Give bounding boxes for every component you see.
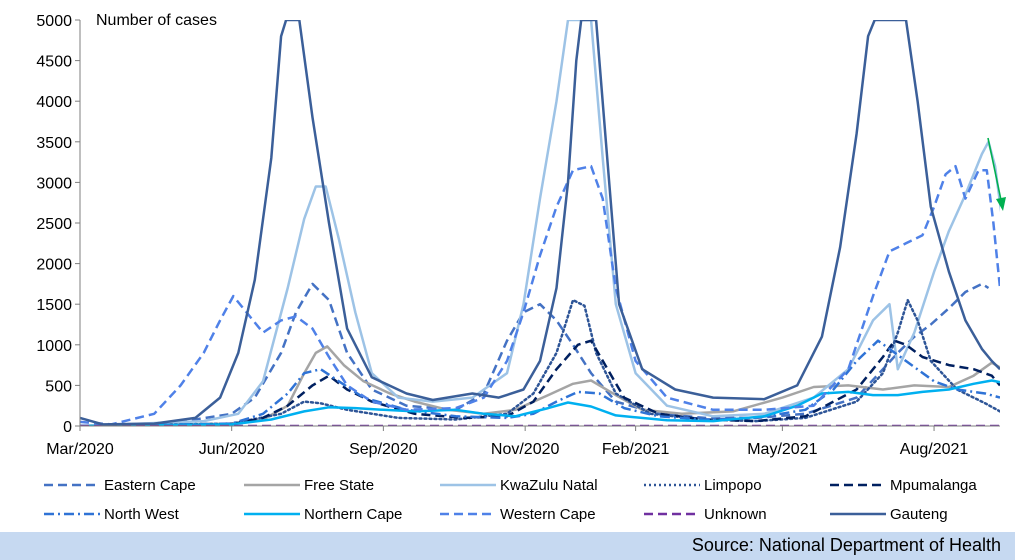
legend-item-limpopo: Limpopo bbox=[644, 477, 762, 494]
legend: Eastern Cape Free State KwaZulu Natal Limpo… bbox=[44, 477, 977, 523]
legend-item-mpumalanga: Mpumalanga bbox=[830, 477, 977, 494]
series-line-kwazulu-natal bbox=[80, 20, 1000, 426]
x-tick-label: Nov/2020 bbox=[491, 441, 560, 458]
series-line-mpumalanga bbox=[80, 339, 1000, 426]
source-text: Source: National Department of Health bbox=[691, 535, 1001, 555]
y-tick-label: 2000 bbox=[36, 257, 72, 274]
legend-item-western-cape: Western Cape bbox=[440, 506, 596, 523]
y-tick-label: 2500 bbox=[36, 216, 72, 233]
y-tick-label: 0 bbox=[63, 419, 72, 436]
series-line-eastern-cape bbox=[80, 282, 990, 426]
legend-label: Northern Cape bbox=[304, 506, 402, 523]
y-axis-annotation: Number of cases bbox=[96, 12, 217, 29]
y-tick-label: 1000 bbox=[36, 338, 72, 355]
y-tick-label: 4500 bbox=[36, 54, 72, 71]
legend-label: North West bbox=[104, 506, 180, 523]
x-tick-label: May/2021 bbox=[747, 441, 817, 458]
series-line-northern-cape bbox=[80, 379, 1000, 426]
y-tick-label: 1500 bbox=[36, 297, 72, 314]
trend-arrow-icon bbox=[987, 137, 1006, 211]
legend-item-north-west: North West bbox=[44, 506, 180, 523]
series-line-gauteng bbox=[80, 20, 1000, 426]
x-tick-label: Aug/2021 bbox=[900, 441, 969, 458]
legend-label: Limpopo bbox=[704, 477, 762, 494]
legend-label: Mpumalanga bbox=[890, 477, 977, 494]
series-line-free-state bbox=[80, 345, 1000, 426]
legend-item-gauteng: Gauteng bbox=[830, 506, 948, 523]
source-bar: Source: National Department of Health bbox=[0, 532, 1015, 560]
legend-item-unknown: Unknown bbox=[644, 506, 767, 523]
legend-item-free-state: Free State bbox=[244, 477, 374, 494]
series-line-limpopo bbox=[80, 298, 1000, 426]
x-tick-label: Feb/2021 bbox=[602, 441, 670, 458]
legend-item-eastern-cape: Eastern Cape bbox=[44, 477, 196, 494]
y-tick-label: 500 bbox=[45, 378, 72, 395]
legend-label: Free State bbox=[304, 477, 374, 494]
legend-label: Unknown bbox=[704, 506, 767, 523]
y-tick-label: 4000 bbox=[36, 94, 72, 111]
legend-label: Gauteng bbox=[890, 506, 948, 523]
x-tick-label: Jun/2020 bbox=[199, 441, 265, 458]
legend-item-northern-cape: Northern Cape bbox=[244, 506, 402, 523]
legend-label: KwaZulu Natal bbox=[500, 477, 598, 494]
series-line-north-west bbox=[80, 339, 1000, 426]
y-tick-label: 5000 bbox=[36, 13, 72, 30]
line-chart: 0 500 1000 1500 2000 2500 3000 3500 4000 4500 5000… bbox=[36, 12, 1006, 523]
y-tick-label: 3500 bbox=[36, 135, 72, 152]
legend-item-kwazulu-natal: KwaZulu Natal bbox=[440, 477, 598, 494]
x-tick-label: Mar/2020 bbox=[46, 441, 114, 458]
legend-label: Western Cape bbox=[500, 506, 596, 523]
x-tick-label: Sep/2020 bbox=[349, 441, 418, 458]
y-tick-label: 3000 bbox=[36, 175, 72, 192]
legend-label: Eastern Cape bbox=[104, 477, 196, 494]
axes-layer: 0 500 1000 1500 2000 2500 3000 3500 4000 4500 5000… bbox=[36, 13, 1000, 458]
series-layer bbox=[80, 20, 1000, 426]
